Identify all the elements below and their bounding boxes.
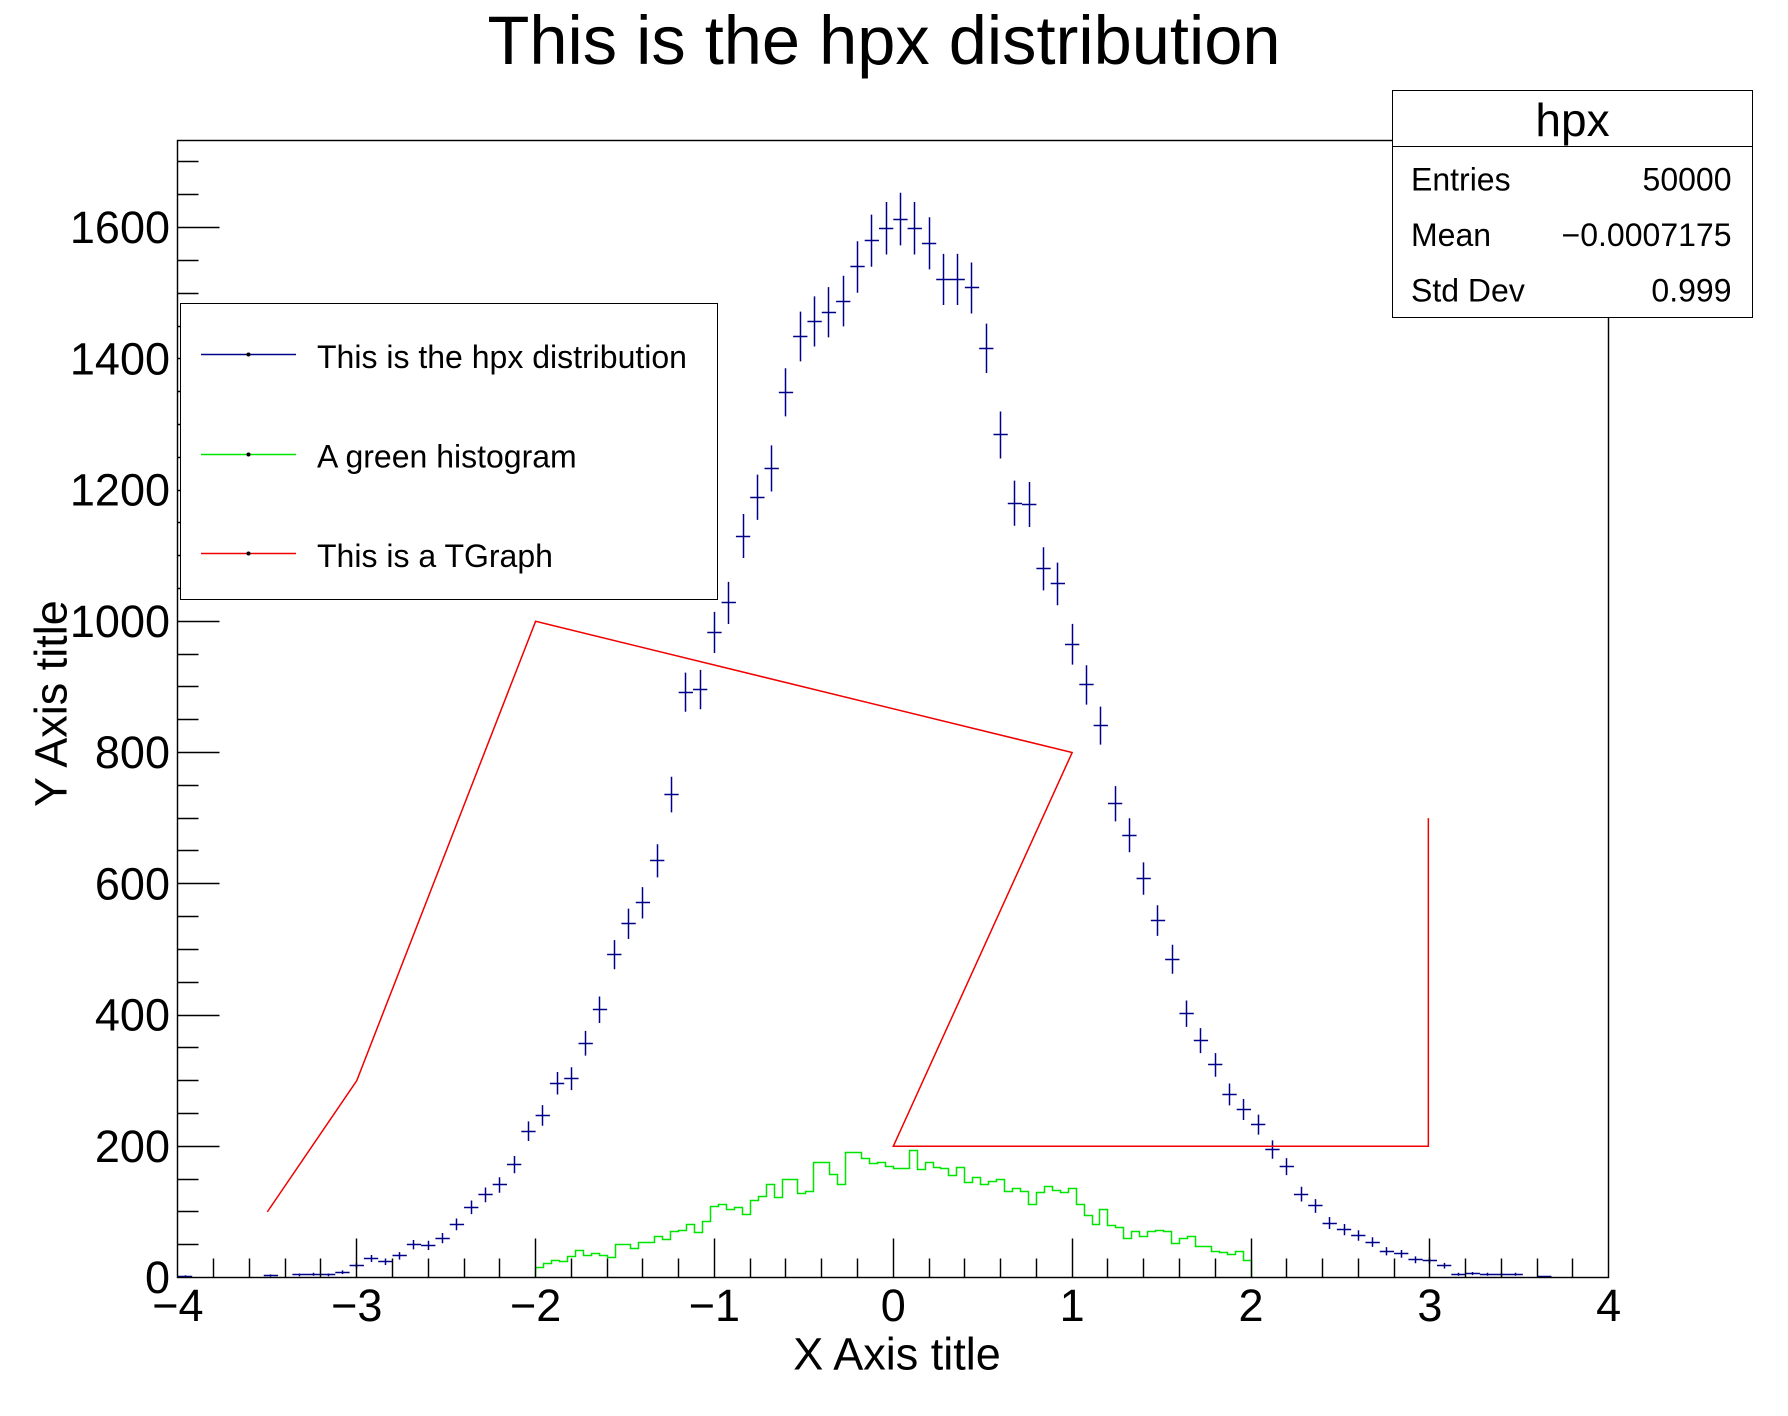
svg-text:1600: 1600 (70, 202, 170, 253)
svg-text:1200: 1200 (70, 465, 170, 516)
svg-text:200: 200 (95, 1121, 170, 1172)
svg-text:50000: 50000 (1643, 162, 1732, 198)
svg-text:400: 400 (95, 990, 170, 1041)
svg-text:−0.0007175: −0.0007175 (1562, 217, 1732, 253)
svg-text:Entries: Entries (1411, 162, 1511, 198)
svg-text:−1: −1 (689, 1280, 740, 1331)
svg-text:This is a TGraph: This is a TGraph (317, 538, 553, 574)
svg-text:0.999: 0.999 (1651, 273, 1731, 309)
svg-text:This is the hpx distribution: This is the hpx distribution (487, 2, 1280, 79)
svg-text:Std Dev: Std Dev (1411, 273, 1525, 309)
svg-text:3: 3 (1417, 1280, 1442, 1331)
svg-text:X Axis title: X Axis title (793, 1329, 1001, 1380)
svg-text:−3: −3 (331, 1280, 382, 1331)
svg-text:Y Axis title: Y Axis title (26, 600, 77, 807)
svg-text:−2: −2 (510, 1280, 561, 1331)
svg-text:600: 600 (95, 858, 170, 909)
svg-text:1: 1 (1060, 1280, 1085, 1331)
svg-text:A green histogram: A green histogram (317, 439, 577, 475)
svg-text:This is the hpx distribution: This is the hpx distribution (317, 339, 687, 375)
svg-text:−4: −4 (152, 1280, 203, 1331)
svg-text:800: 800 (95, 727, 170, 778)
svg-text:Mean: Mean (1411, 217, 1491, 253)
svg-text:2: 2 (1238, 1280, 1263, 1331)
svg-text:1000: 1000 (70, 596, 170, 647)
svg-text:0: 0 (145, 1252, 170, 1303)
svg-text:1400: 1400 (70, 333, 170, 384)
svg-text:4: 4 (1596, 1280, 1621, 1331)
svg-text:hpx: hpx (1535, 94, 1609, 146)
svg-text:0: 0 (881, 1280, 906, 1331)
